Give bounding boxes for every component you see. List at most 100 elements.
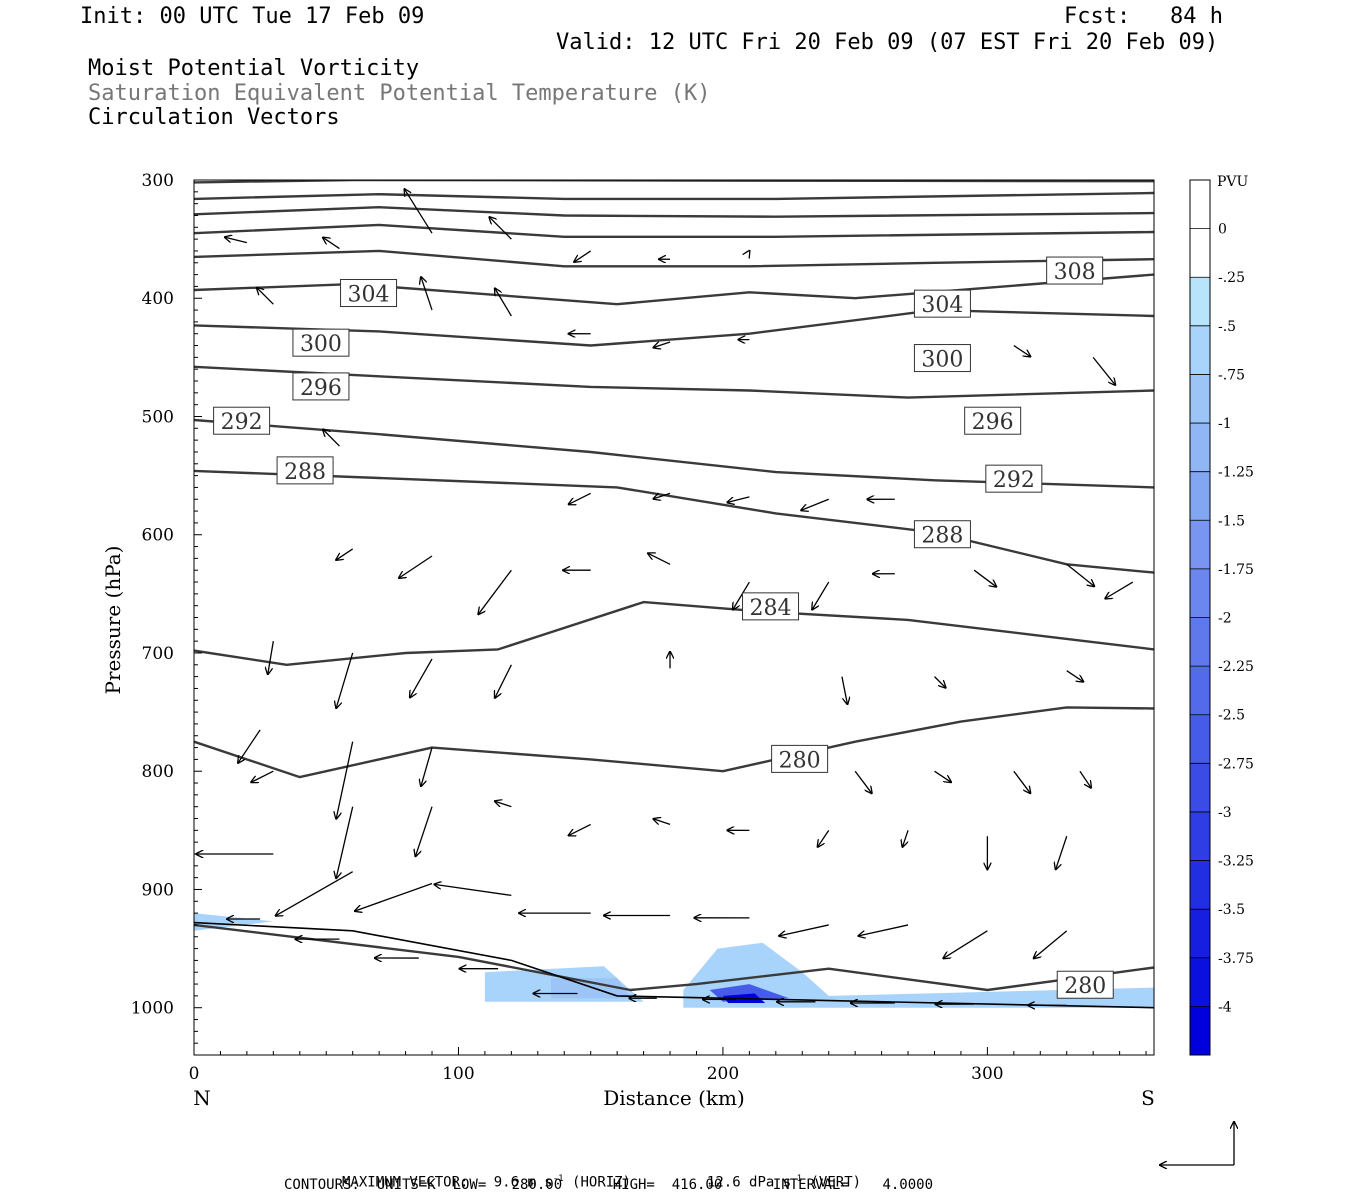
contour-label: 296 (972, 410, 1014, 435)
circulation-vector (1079, 770, 1091, 787)
circulation-vector (257, 288, 274, 305)
contour-label-box (964, 406, 1022, 435)
contour-label: 280 (779, 748, 821, 773)
colorbar-tick-label: -.5 (1218, 319, 1236, 335)
colorbar-tick-label: 0 (1218, 222, 1227, 238)
circulation-vector (489, 217, 512, 240)
circulation-vector (569, 492, 591, 504)
contour-label: 300 (921, 348, 963, 373)
contour-label: 292 (993, 468, 1035, 493)
circulation-vector (648, 553, 671, 565)
circulation-vector (1066, 670, 1083, 682)
colorbar-tick-label: -.75 (1218, 367, 1245, 383)
colorbar-tick-label: -1.25 (1218, 465, 1254, 481)
x-tick-label: 200 (707, 1064, 739, 1084)
theta-es-contour (194, 418, 1154, 489)
circulation-vector (336, 548, 354, 560)
circulation-vector (812, 581, 830, 609)
contour-label: 292 (221, 410, 263, 435)
max-vector-caption: MAXIMUM VECTOR: 9.6 m s-1 (HORIZ) 12.6 d… (342, 1158, 861, 1191)
colorbar-swatch (1190, 763, 1210, 813)
circulation-vector (336, 806, 354, 879)
colorbar-tick-label: -3.25 (1218, 854, 1254, 870)
contour-label-box (1046, 256, 1104, 285)
colorbar-tick-label: -2.25 (1218, 659, 1254, 675)
colorbar-swatch (1190, 1006, 1210, 1056)
contour-label-box (213, 406, 271, 435)
colorbar-tick-label: -2.5 (1218, 708, 1245, 724)
circulation-vector (495, 801, 512, 808)
circulation-vector (801, 498, 829, 510)
north-end-label: N (193, 1086, 211, 1110)
south-end-label: S (1141, 1086, 1155, 1110)
colorbar-title: PVU (1217, 174, 1249, 190)
contour-label-box (913, 289, 971, 318)
contour-label: 304 (921, 293, 963, 318)
y-tick-label: 400 (142, 289, 174, 309)
theta-es-contour (194, 223, 1154, 239)
colorbar-swatch (1190, 277, 1210, 327)
circulation-vector (973, 569, 996, 586)
theta-es-contour (194, 249, 1154, 268)
colorbar-swatch (1190, 228, 1210, 278)
circulation-vector (421, 747, 433, 787)
circulation-vector (841, 676, 847, 704)
exponent-vert: -1 (791, 1174, 803, 1184)
theta-es-contour (194, 180, 1154, 184)
contour-label: 288 (921, 524, 963, 549)
circulation-vector (276, 871, 354, 916)
terrain-layer (194, 921, 1154, 1009)
colorbar-swatch (1190, 811, 1210, 862)
contour-label-box (340, 279, 398, 308)
colorbar-swatch (1190, 374, 1210, 424)
colorbar-swatch (1190, 423, 1210, 473)
colorbar-swatch (1190, 909, 1210, 959)
circulation-vector (854, 770, 872, 793)
circulation-vector (818, 829, 830, 846)
colorbar-swatch (1190, 617, 1210, 667)
circulation-vector (779, 924, 829, 936)
circulation-vector (1056, 836, 1068, 869)
circulation-vector (434, 884, 512, 897)
circulation-vector (495, 664, 512, 698)
field-title-pv: Moist Potential Vorticity (88, 56, 420, 81)
y-axis-label: Pressure (hPa) (101, 546, 125, 695)
contour-label-box (985, 464, 1043, 493)
colorbar-tick-label: -3.5 (1218, 902, 1245, 918)
theta-es-contour (194, 273, 1154, 306)
contour-label-box (913, 520, 971, 549)
colorbar-swatch (1190, 568, 1210, 618)
circulation-vector (1105, 581, 1134, 598)
y-tick-label: 600 (142, 526, 174, 546)
contour-label-box (913, 344, 971, 373)
theta-es-contour (194, 205, 1154, 218)
circulation-vector (943, 930, 988, 958)
colorbar-tick-label: -.25 (1218, 270, 1245, 286)
x-tick-label: 300 (971, 1064, 1003, 1084)
theta-es-contour (194, 469, 1154, 574)
colorbar-swatch (1190, 860, 1210, 910)
circulation-vector (355, 882, 433, 911)
y-tick-label: 900 (142, 880, 174, 900)
colorbar-swatch (1190, 325, 1210, 375)
colorbar-swatch (1190, 471, 1210, 521)
y-tick-label: 700 (142, 644, 174, 664)
contour-label-box (742, 592, 800, 621)
colorbar-tick-label: -1.5 (1218, 513, 1245, 529)
circulation-vector (268, 641, 274, 674)
field-title-vectors: Circulation Vectors (88, 105, 340, 130)
circulation-vector (238, 729, 261, 763)
circulation-vector (1066, 563, 1094, 586)
exponent-horiz: -1 (552, 1174, 564, 1184)
contour-layer (194, 180, 1154, 992)
max-vector-vert: 12.6 dPa s (706, 1174, 792, 1191)
circulation-vector (1013, 770, 1030, 793)
axis-layer: 300 400 500 600 700 800 900 1000 0 100 200 300 (131, 171, 1147, 1084)
colorbar-swatch (1190, 520, 1210, 570)
contour-label: 284 (750, 596, 792, 621)
vector-layer (196, 189, 1134, 1005)
theta-es-contour (194, 600, 1154, 666)
pv-shading-layer (194, 913, 1154, 1008)
